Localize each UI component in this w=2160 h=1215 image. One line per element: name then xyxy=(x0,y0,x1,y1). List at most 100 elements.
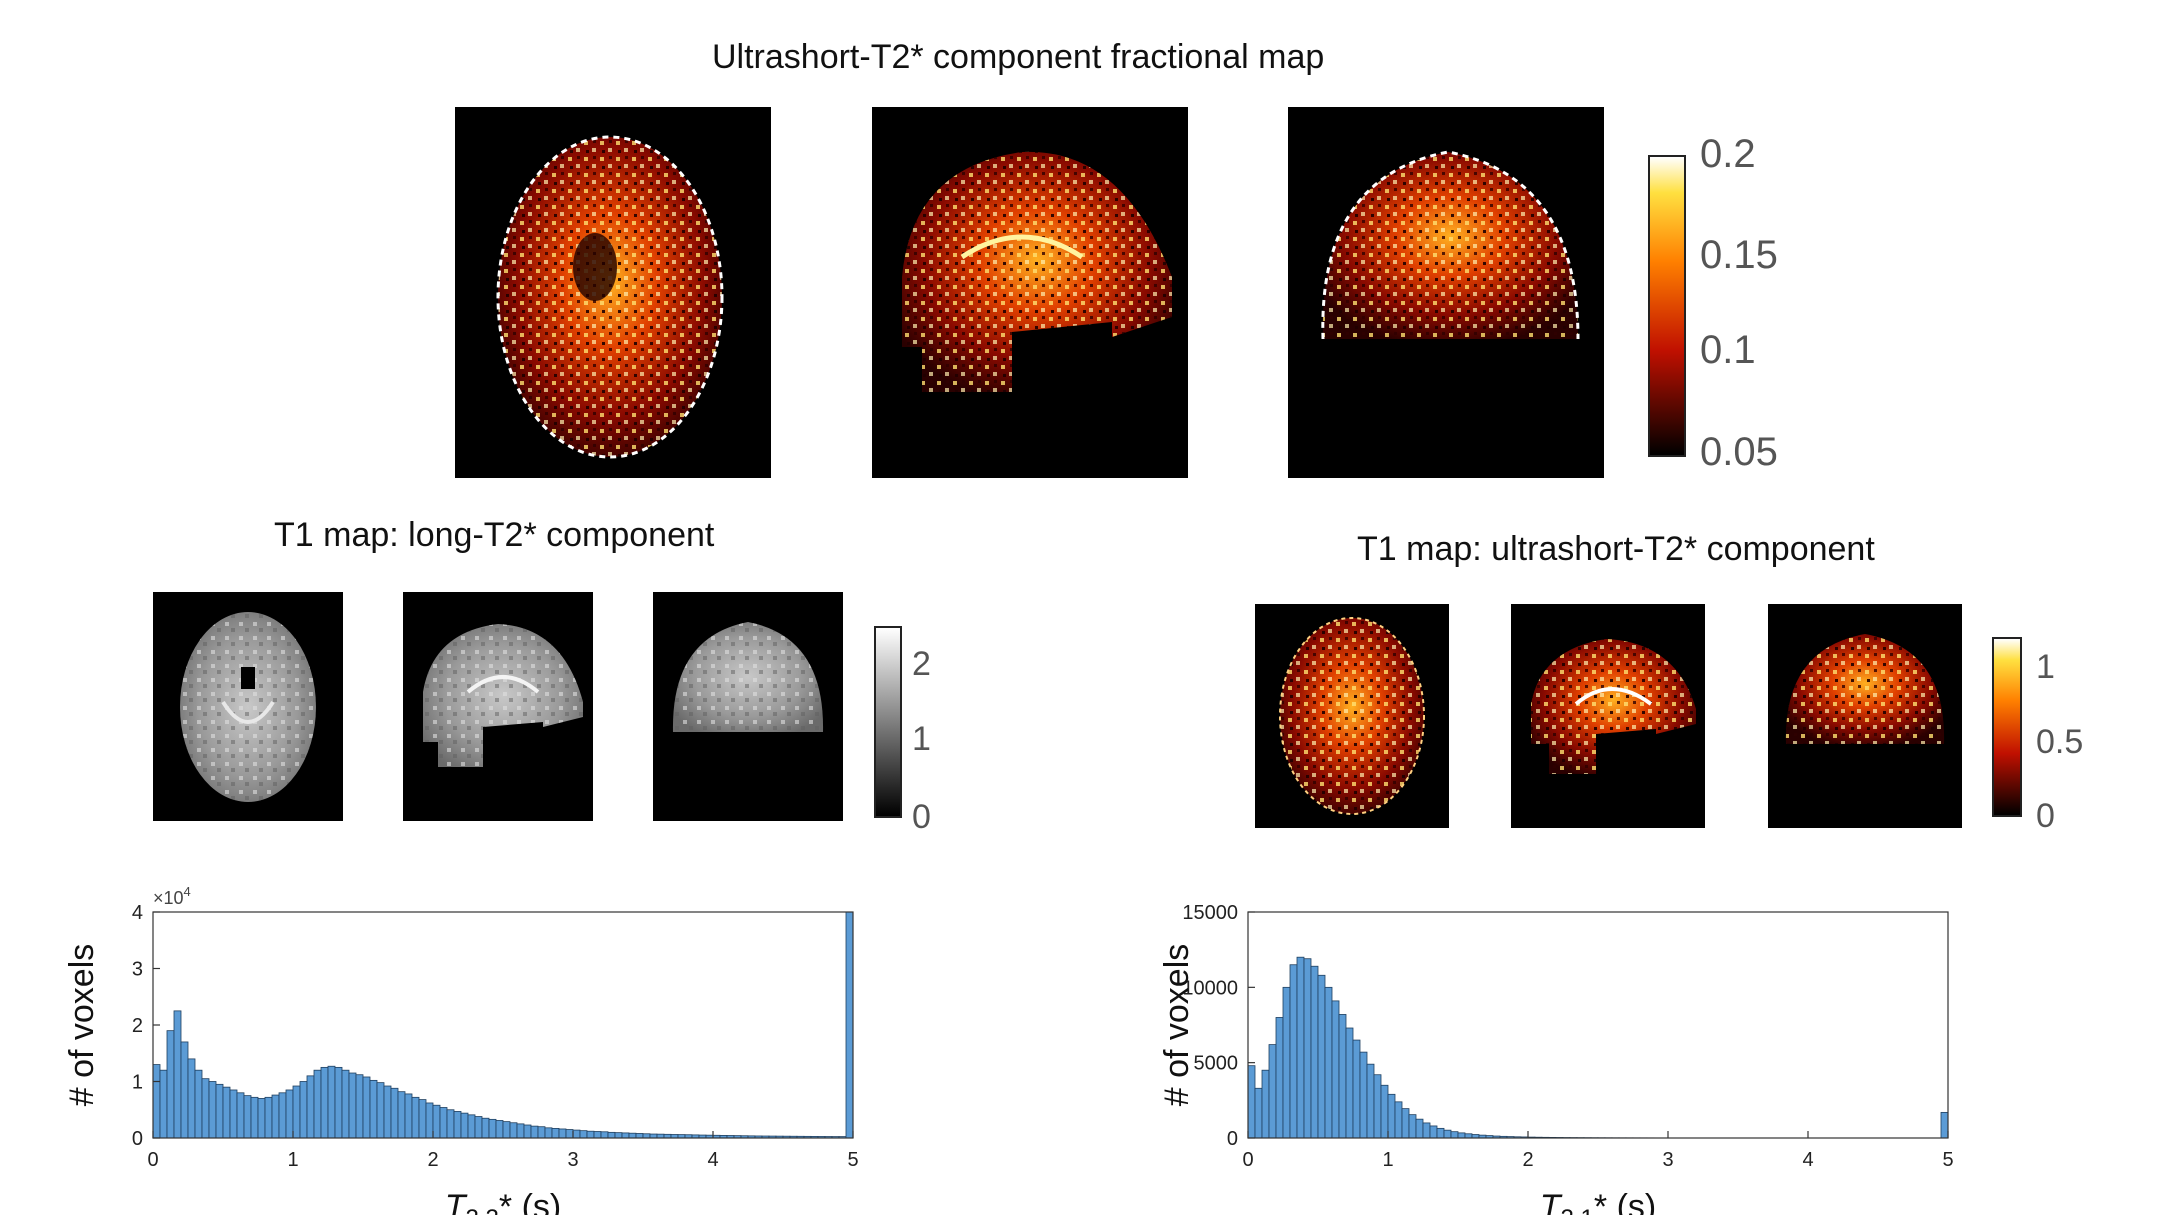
histogram-t21: 0 1 2 3 4 5 0 5000 10000 15000 # of voxels T2,1* (s… xyxy=(1105,880,1985,1215)
histogram-bar xyxy=(229,1089,238,1139)
long-t2-colorbar-tick: 0 xyxy=(912,798,931,836)
fractional-map-axial-image xyxy=(455,107,771,478)
histogram-bar xyxy=(425,1102,434,1139)
histogram-bar xyxy=(1338,1014,1347,1139)
histogram-bar xyxy=(208,1081,217,1139)
histogram-bar xyxy=(607,1131,616,1139)
histogram-bar xyxy=(1324,986,1333,1139)
histogram-bar xyxy=(348,1072,357,1139)
histogram-bar xyxy=(1352,1039,1361,1139)
histogram-bar xyxy=(390,1087,399,1139)
x-tick-label: 3 xyxy=(1662,1149,1673,1171)
histogram-bar xyxy=(313,1069,322,1139)
ultrashort-t2-t1-axial-image xyxy=(1255,604,1449,828)
x-tick-label: 3 xyxy=(567,1149,578,1171)
histogram-bar xyxy=(299,1081,308,1139)
histogram-bar xyxy=(586,1130,595,1139)
histogram-bar xyxy=(509,1122,518,1139)
histogram-bar xyxy=(593,1131,602,1139)
histogram-bar xyxy=(285,1089,294,1139)
histogram-bar xyxy=(1254,1087,1263,1139)
histogram-bar xyxy=(215,1083,224,1139)
y-tick-label: 3 xyxy=(132,959,143,981)
histogram-bar xyxy=(1457,1132,1466,1139)
plot-frame xyxy=(1247,911,1949,1139)
histogram-bar xyxy=(376,1082,385,1139)
ultrashort-t2-t1-sagittal-image xyxy=(1511,604,1705,828)
histogram-bar xyxy=(292,1085,301,1139)
histogram-bar xyxy=(222,1086,231,1139)
histogram-bar xyxy=(1436,1127,1445,1139)
histogram-bar xyxy=(642,1133,651,1139)
long-t2-colorbar xyxy=(874,626,902,818)
histogram-bars xyxy=(1247,956,1949,1139)
histogram-bar xyxy=(1366,1063,1375,1139)
histogram-bar xyxy=(1289,964,1298,1139)
ultrashort-t2-colorbar-tick: 0 xyxy=(2036,797,2055,835)
fractional-map-coronal-image xyxy=(1288,107,1604,478)
histogram-bar xyxy=(488,1118,497,1139)
histogram-bar xyxy=(600,1131,609,1139)
histogram-bar xyxy=(516,1123,525,1139)
x-tick-label: 5 xyxy=(1942,1149,1953,1171)
histogram-bar xyxy=(411,1096,420,1139)
x-tick-label: 0 xyxy=(1242,1149,1253,1171)
histogram-bar xyxy=(264,1096,273,1139)
x-tick-label: 4 xyxy=(707,1149,718,1171)
histogram-bar xyxy=(453,1111,462,1139)
histogram-bar xyxy=(404,1093,413,1139)
histogram-bar xyxy=(1408,1114,1417,1139)
histogram-bar xyxy=(369,1079,378,1139)
histogram-bar xyxy=(1464,1133,1473,1139)
histogram-bar xyxy=(194,1069,203,1139)
histogram-bar xyxy=(1275,1017,1284,1139)
histogram-bar xyxy=(152,1064,161,1139)
histogram-bar xyxy=(502,1121,511,1139)
histogram-bar xyxy=(166,1030,175,1139)
histogram-bar xyxy=(250,1096,259,1139)
histogram-bar xyxy=(1261,1069,1270,1139)
histogram-bar xyxy=(1359,1051,1368,1139)
fractional-colorbar-tick: 0.2 xyxy=(1700,132,1756,176)
x-tick-label: 1 xyxy=(287,1149,298,1171)
long-t2-t1-sagittal-image xyxy=(403,592,593,821)
histogram-bar xyxy=(1415,1118,1424,1139)
x-tick-label: 4 xyxy=(1802,1149,1813,1171)
ultrashort-t2-t1-map-title: T1 map: ultrashort-T2* component xyxy=(1357,530,1875,568)
fractional-colorbar-tick: 0.05 xyxy=(1700,430,1778,474)
histogram-bar xyxy=(544,1127,553,1139)
histogram-bars xyxy=(152,911,854,1139)
histogram-bar xyxy=(180,1041,189,1139)
histogram-bar xyxy=(628,1132,637,1139)
ultrashort-t2-colorbar-tick: 1 xyxy=(2036,648,2055,686)
histogram-bar xyxy=(1394,1101,1403,1139)
histogram-bar xyxy=(467,1114,476,1139)
histogram-bar xyxy=(1296,956,1305,1139)
histogram-bar xyxy=(306,1075,315,1139)
histogram-bar xyxy=(614,1132,623,1139)
ultrashort-t2-colorbar-tick: 0.5 xyxy=(2036,723,2084,761)
y-exponent-label: ×104 xyxy=(153,884,191,908)
histogram-bar xyxy=(1422,1122,1431,1139)
histogram-bar xyxy=(1331,1000,1340,1139)
histogram-bar xyxy=(1450,1131,1459,1139)
histogram-bar xyxy=(565,1129,574,1139)
histogram-t22: 0 1 2 3 4 5 0 1 2 3 4 ×104 # of voxels T2,2* (s) xyxy=(40,880,880,1215)
histogram-bar xyxy=(418,1099,427,1139)
histogram-bar xyxy=(355,1074,364,1139)
y-tick-label: 0 xyxy=(1227,1128,1238,1150)
fractional-colorbar-tick: 0.15 xyxy=(1700,233,1778,277)
y-tick-label: 4 xyxy=(132,902,143,924)
long-t2-t1-map-title: T1 map: long-T2* component xyxy=(274,516,715,554)
fractional-map-sagittal-image xyxy=(872,107,1188,478)
histogram-bar xyxy=(845,911,854,1139)
histogram-bar xyxy=(1401,1108,1410,1139)
histogram-bar xyxy=(1282,986,1291,1139)
histogram-bar xyxy=(621,1132,630,1139)
ultrashort-t2-colorbar xyxy=(1992,637,2022,817)
long-t2-t1-axial-image xyxy=(153,592,343,821)
histogram-bar xyxy=(635,1133,644,1139)
histogram-bar xyxy=(537,1126,546,1139)
histogram-bar xyxy=(1268,1044,1277,1139)
histogram-bar xyxy=(579,1130,588,1139)
